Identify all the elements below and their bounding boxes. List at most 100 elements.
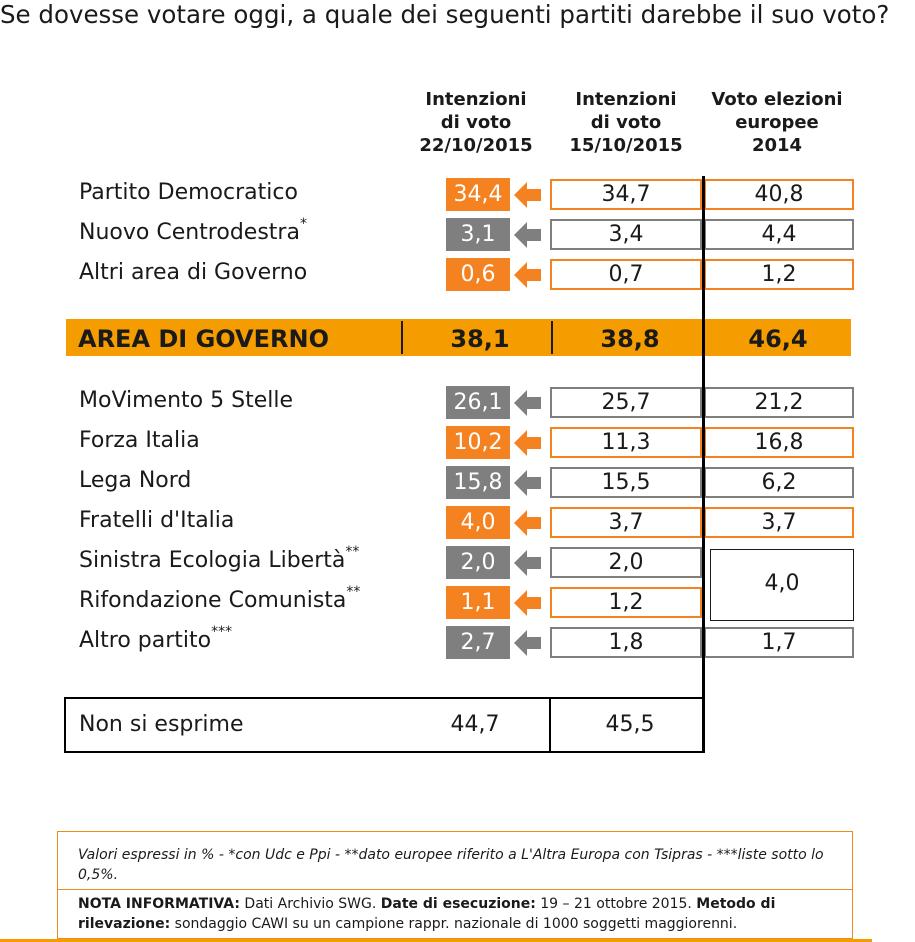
trend-arrow-icon <box>514 590 541 616</box>
current-value-cell: 2,7 <box>446 626 510 659</box>
current-value-cell: 10,2 <box>446 426 510 459</box>
current-value-cell: 0,6 <box>446 258 510 291</box>
header-previous: Intenzioni di voto 15/10/2015 <box>560 88 692 168</box>
trend-arrow-icon <box>514 510 541 536</box>
europee-value-cell: 1,2 <box>704 259 854 290</box>
current-value-cell: 34,4 <box>446 178 510 211</box>
previous-value-cell: 3,4 <box>550 219 702 250</box>
header-current-line1: Intenzioni <box>425 89 527 110</box>
header-europee-line3: 2014 <box>751 135 803 156</box>
europee-value-cell: 1,7 <box>704 627 854 658</box>
current-value-cell: 15,8 <box>446 466 510 499</box>
header-europee-line1: Voto elezioni <box>711 89 843 110</box>
footnote-marker: * <box>299 216 307 232</box>
previous-value-cell: 3,7 <box>550 507 702 538</box>
band-separator <box>551 321 553 354</box>
header-current: Intenzioni di voto 22/10/2015 <box>412 88 540 168</box>
non-si-esprime-box <box>64 697 704 753</box>
party-label: Forza Italia <box>79 428 200 453</box>
party-label: Altro partito*** <box>79 624 233 653</box>
area-governo-previous: 38,8 <box>600 325 660 353</box>
europee-value-cell: 21,2 <box>704 387 854 418</box>
info-label: Date di esecuzione: <box>380 896 536 912</box>
trend-arrow-icon <box>514 262 541 288</box>
party-label: Sinistra Ecologia Libertà** <box>79 544 360 573</box>
party-label: Fratelli d'Italia <box>79 508 235 533</box>
header-previous-line1: Intenzioni <box>575 89 677 110</box>
trend-arrow-icon <box>514 182 541 208</box>
footer-box <box>57 831 853 939</box>
column-divider <box>702 176 705 753</box>
europee-value-cell: 16,8 <box>704 427 854 458</box>
trend-arrow-icon <box>514 222 541 248</box>
trend-arrow-icon <box>514 550 541 576</box>
arrow-shape <box>514 182 541 208</box>
footer-divider <box>57 889 853 890</box>
previous-value-cell: 1,2 <box>550 587 702 618</box>
previous-value-cell: 1,8 <box>550 627 702 658</box>
arrow-shape <box>514 262 541 288</box>
area-governo-band <box>66 319 851 356</box>
footnote-marker: *** <box>211 624 233 640</box>
trend-arrow-icon <box>514 470 541 496</box>
europee-value-cell: 6,2 <box>704 467 854 498</box>
current-value-cell: 2,0 <box>446 546 510 579</box>
footer-info: NOTA INFORMATIVA: Dati Archivio SWG. Dat… <box>78 894 848 934</box>
europee-value-cell: 4,0 <box>710 549 854 621</box>
info-text: Dati Archivio SWG. <box>239 896 381 912</box>
previous-value-cell: 15,5 <box>550 467 702 498</box>
area-governo-label: AREA DI GOVERNO <box>78 325 329 353</box>
non-si-esprime-label: Non si esprime <box>79 712 244 737</box>
previous-value-cell: 34,7 <box>550 179 702 210</box>
europee-value-cell: 4,4 <box>704 219 854 250</box>
info-text: 19 – 21 ottobre 2015. <box>535 896 697 912</box>
footnote-marker: ** <box>345 544 360 560</box>
header-previous-line3: 15/10/2015 <box>569 135 683 156</box>
party-label: Nuovo Centrodestra* <box>79 216 307 245</box>
arrow-shape <box>514 550 541 576</box>
page-title: Se dovesse votare oggi, a quale dei segu… <box>0 0 890 29</box>
non-si-esprime-separator <box>549 697 551 753</box>
non-si-esprime-current: 44,7 <box>450 712 500 737</box>
previous-value-cell: 2,0 <box>550 547 702 578</box>
current-value-cell: 1,1 <box>446 586 510 619</box>
arrow-shape <box>514 430 541 456</box>
area-governo-current: 38,1 <box>450 325 510 353</box>
info-label: NOTA INFORMATIVA: <box>78 896 240 912</box>
arrow-shape <box>514 590 541 616</box>
header-europee: Voto elezioni europee 2014 <box>704 88 850 168</box>
footnote-marker: ** <box>346 584 361 600</box>
current-value-cell: 3,1 <box>446 218 510 251</box>
europee-value-cell: 40,8 <box>704 179 854 210</box>
current-value-cell: 26,1 <box>446 386 510 419</box>
header-current-line2: di voto <box>440 112 512 133</box>
header-current-line3: 22/10/2015 <box>419 135 533 156</box>
party-label: Lega Nord <box>79 468 192 493</box>
trend-arrow-icon <box>514 390 541 416</box>
arrow-shape <box>514 630 541 656</box>
current-value-cell: 4,0 <box>446 506 510 539</box>
party-label: Altri area di Governo <box>79 260 308 285</box>
footer-note: Valori espressi in % - *con Udc e Ppi - … <box>78 847 824 883</box>
info-label: Metodo di rilevazione: <box>78 896 776 932</box>
trend-arrow-icon <box>514 430 541 456</box>
arrow-shape <box>514 222 541 248</box>
arrow-shape <box>514 470 541 496</box>
arrow-shape <box>514 510 541 536</box>
header-europee-line2: europee <box>735 112 819 133</box>
band-separator <box>401 321 403 354</box>
previous-value-cell: 0,7 <box>550 259 702 290</box>
previous-value-cell: 11,3 <box>550 427 702 458</box>
party-label: Rifondazione Comunista** <box>79 584 361 613</box>
trend-arrow-icon <box>514 630 541 656</box>
non-si-esprime-previous: 45,5 <box>605 712 655 737</box>
bottom-rule <box>0 939 872 942</box>
europee-value-cell: 3,7 <box>704 507 854 538</box>
info-text: sondaggio CAWI su un campione rappr. naz… <box>170 916 738 932</box>
header-previous-line2: di voto <box>590 112 662 133</box>
previous-value-cell: 25,7 <box>550 387 702 418</box>
party-label: MoVimento 5 Stelle <box>79 388 293 413</box>
arrow-shape <box>514 390 541 416</box>
party-label: Partito Democratico <box>79 180 298 205</box>
area-governo-europee: 46,4 <box>748 325 808 353</box>
